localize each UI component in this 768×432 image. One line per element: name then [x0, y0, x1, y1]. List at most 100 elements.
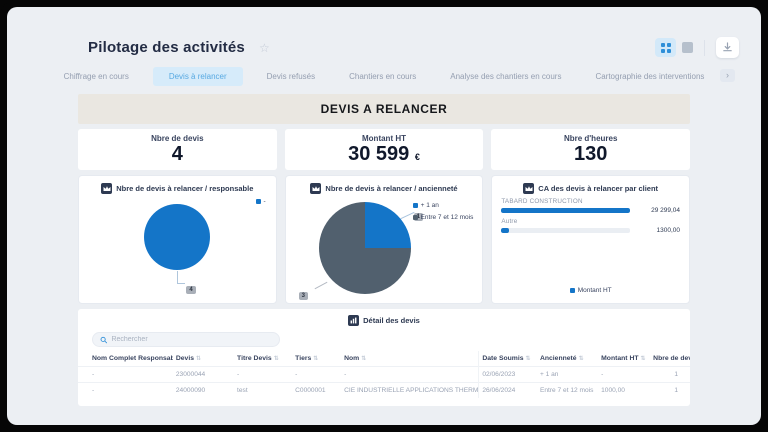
sort-icon[interactable]: ⇅ [273, 356, 279, 362]
cell: 1 [650, 382, 690, 398]
devis-table: Nom Complet Responsable⇅ Devis⇅ Titre De… [78, 351, 690, 398]
tab-chiffrage-en-cours[interactable]: Chiffrage en cours [63, 71, 129, 81]
tab-devis-a-relancer[interactable]: Devis à relancer [152, 66, 243, 86]
callout-line [177, 271, 186, 284]
cell: + 1 an [536, 366, 599, 383]
cell: C0000001 [292, 382, 342, 398]
sort-icon[interactable]: ⇅ [196, 356, 202, 362]
search-icon [100, 336, 108, 343]
bar-fill-autre[interactable] [501, 228, 510, 233]
col-devis[interactable]: Devis ⇅ [175, 355, 202, 362]
legend-item-montant-ht[interactable]: Montant HT [569, 287, 612, 294]
callout-value: 4 [186, 286, 196, 294]
section-banner: DEVIS A RELANCER [78, 94, 690, 124]
cell: - [341, 366, 479, 383]
cell: CIE INDUSTRIELLE APPLICATIONS THERMIQUES [341, 382, 479, 398]
export-button[interactable] [716, 37, 739, 58]
tab-cartographie[interactable]: Cartographie des interventions [595, 71, 705, 81]
col-date-soumis[interactable]: Date Soumis ⇅ [478, 351, 537, 367]
legend-swatch [412, 215, 418, 220]
sort-icon[interactable]: ⇅ [578, 356, 584, 362]
bar-track [501, 228, 631, 233]
callout-value: 1 [413, 213, 424, 221]
cell: - [598, 366, 651, 383]
tabs-overflow-button[interactable]: › [720, 69, 735, 82]
table-row[interactable]: - 23000044 - - - 02/06/2023 + 1 an - 1 [78, 366, 690, 383]
charts-row: Nbre de devis à relancer / responsable -… [78, 175, 691, 304]
cell: 1000,00 [598, 382, 651, 398]
grid-icon [660, 42, 671, 53]
kpi-value: 30 599 € [348, 143, 420, 165]
table-header-row: Nom Complet Responsable⇅ Devis⇅ Titre De… [78, 351, 690, 367]
legend-item-plus-1-an[interactable]: + 1 an [412, 202, 474, 209]
cell: - [234, 366, 293, 383]
grid-view-button[interactable] [655, 38, 676, 57]
table-row[interactable]: - 24000090 test C0000001 CIE INDUSTRIELL… [78, 382, 690, 398]
sort-icon[interactable]: ⇅ [640, 356, 646, 362]
bar-category: TABARD CONSTRUCTION [501, 198, 583, 205]
kpi-label: Nbre de devis [151, 134, 204, 143]
col-nom[interactable]: Nom ⇅ [344, 355, 367, 362]
sort-icon[interactable]: ⇅ [525, 356, 531, 362]
cell: - [78, 382, 173, 398]
cell: Entre 7 et 12 mois [536, 382, 599, 398]
tab-chantiers-en-cours[interactable]: Chantiers en cours [349, 71, 417, 81]
chart-title: CA des devis à relancer par client [538, 184, 659, 193]
legend-label: - [263, 198, 266, 205]
col-anciennete[interactable]: Ancienneté ⇅ [539, 355, 584, 362]
bar-row: 29 299,04 [501, 207, 680, 214]
bar-category: Autre [501, 218, 518, 225]
app-window: Pilotage des activités ☆ Chiffrage en co… [7, 7, 761, 425]
crown-icon [523, 183, 535, 194]
bar-row: 1300,00 [501, 227, 680, 234]
kpi-row: Nbre de devis 4 Montant HT 30 599 € Nbre… [78, 129, 691, 170]
main-content: DEVIS A RELANCER Nbre de devis 4 Montant… [78, 94, 691, 406]
bar-fill-tabard[interactable] [501, 208, 631, 213]
kpi-label: Montant HT [362, 134, 406, 143]
cell: test [234, 382, 293, 398]
legend-swatch [412, 203, 418, 208]
col-montant-ht[interactable]: Montant HT ⇅ [601, 355, 646, 362]
top-bar: Pilotage des activités ☆ [7, 37, 761, 61]
top-actions [655, 37, 739, 58]
chart-ca-par-client: CA des devis à relancer par client TABAR… [491, 175, 691, 304]
detail-header: Détail des devis [78, 315, 690, 326]
pie-callout: 1 [413, 205, 424, 223]
search-input[interactable] [111, 336, 272, 343]
tab-devis-refuses[interactable]: Devis refusés [266, 71, 316, 81]
chart-header: Nbre de devis à relancer / ancienneté [286, 183, 483, 194]
chart-devis-par-anciennete: Nbre de devis à relancer / ancienneté 1 … [284, 175, 484, 304]
chart-legend[interactable]: - [255, 198, 266, 205]
sort-icon[interactable]: ⇅ [361, 356, 367, 362]
kpi-value: 4 [171, 143, 183, 165]
pie-anciennete[interactable] [318, 202, 411, 294]
crown-icon [101, 183, 113, 194]
chart-title: Nbre de devis à relancer / ancienneté [325, 184, 458, 193]
page-title: Pilotage des activités [88, 39, 245, 56]
kpi-nbre-devis: Nbre de devis 4 [78, 129, 277, 170]
search-box [92, 332, 280, 347]
col-nom-complet[interactable]: Nom Complet Responsable⇅ [92, 355, 173, 362]
chart-legend: Montant HT [492, 287, 689, 294]
col-tiers[interactable]: Tiers ⇅ [295, 355, 319, 362]
list-view-button[interactable] [682, 42, 693, 53]
legend-item-entre-7-12[interactable]: Entre 7 et 12 mois [412, 214, 474, 221]
col-nbre-devis[interactable]: Nbre de devis⇅ [653, 355, 690, 362]
legend-label: Entre 7 et 12 mois [420, 214, 474, 221]
col-titre-devis[interactable]: Titre Devis ⇅ [237, 355, 279, 362]
bar-chart: TABARD CONSTRUCTION 29 299,04 Autre 1300… [492, 198, 689, 234]
legend-label: Montant HT [577, 287, 612, 294]
chart-legend: + 1 an Entre 7 et 12 mois [412, 202, 474, 221]
cell: - [292, 366, 342, 383]
crown-icon [310, 183, 322, 194]
cell: - [78, 366, 173, 383]
tab-analyse-chantiers[interactable]: Analyse des chantiers en cours [450, 71, 562, 81]
sort-icon[interactable]: ⇅ [313, 356, 319, 362]
cell: 02/06/2023 [478, 366, 537, 383]
kpi-value: 130 [573, 143, 608, 165]
kpi-unit: € [414, 152, 420, 162]
callout-line [314, 281, 328, 290]
pie-slice-responsable[interactable] [144, 204, 211, 270]
favorite-star-icon[interactable]: ☆ [259, 41, 270, 55]
detail-title: Détail des devis [363, 316, 420, 325]
